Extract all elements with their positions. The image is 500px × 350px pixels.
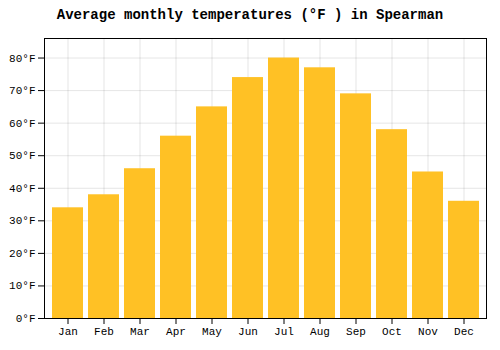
svg-text:Aug: Aug [310, 326, 330, 338]
svg-text:80°F: 80°F [9, 53, 35, 65]
svg-text:Jun: Jun [238, 326, 258, 338]
html-text:Average monthly temperatures (: Average monthly temperatures (°F ) in Sp… [56, 7, 444, 23]
svg-text:Dec: Dec [454, 326, 474, 338]
svg-text:Oct: Oct [382, 326, 402, 338]
svg-text:70°F: 70°F [9, 85, 35, 97]
svg-text:50°F: 50°F [9, 150, 35, 162]
svg-text:0°F: 0°F [16, 313, 36, 325]
svg-text:Jul: Jul [274, 326, 294, 338]
svg-text:60°F: 60°F [9, 118, 35, 130]
svg-text:Jan: Jan [58, 326, 78, 338]
svg-text:40°F: 40°F [9, 183, 35, 195]
svg-text:May: May [202, 326, 222, 338]
svg-text:Mar: Mar [130, 326, 150, 338]
svg-text:Apr: Apr [166, 326, 186, 338]
svg-text:Nov: Nov [418, 326, 438, 338]
svg-text:20°F: 20°F [9, 248, 35, 260]
svg-text:10°F: 10°F [9, 280, 35, 292]
svg-text:Feb: Feb [94, 326, 114, 338]
svg-text:Sep: Sep [346, 326, 366, 338]
svg-text:30°F: 30°F [9, 215, 35, 227]
